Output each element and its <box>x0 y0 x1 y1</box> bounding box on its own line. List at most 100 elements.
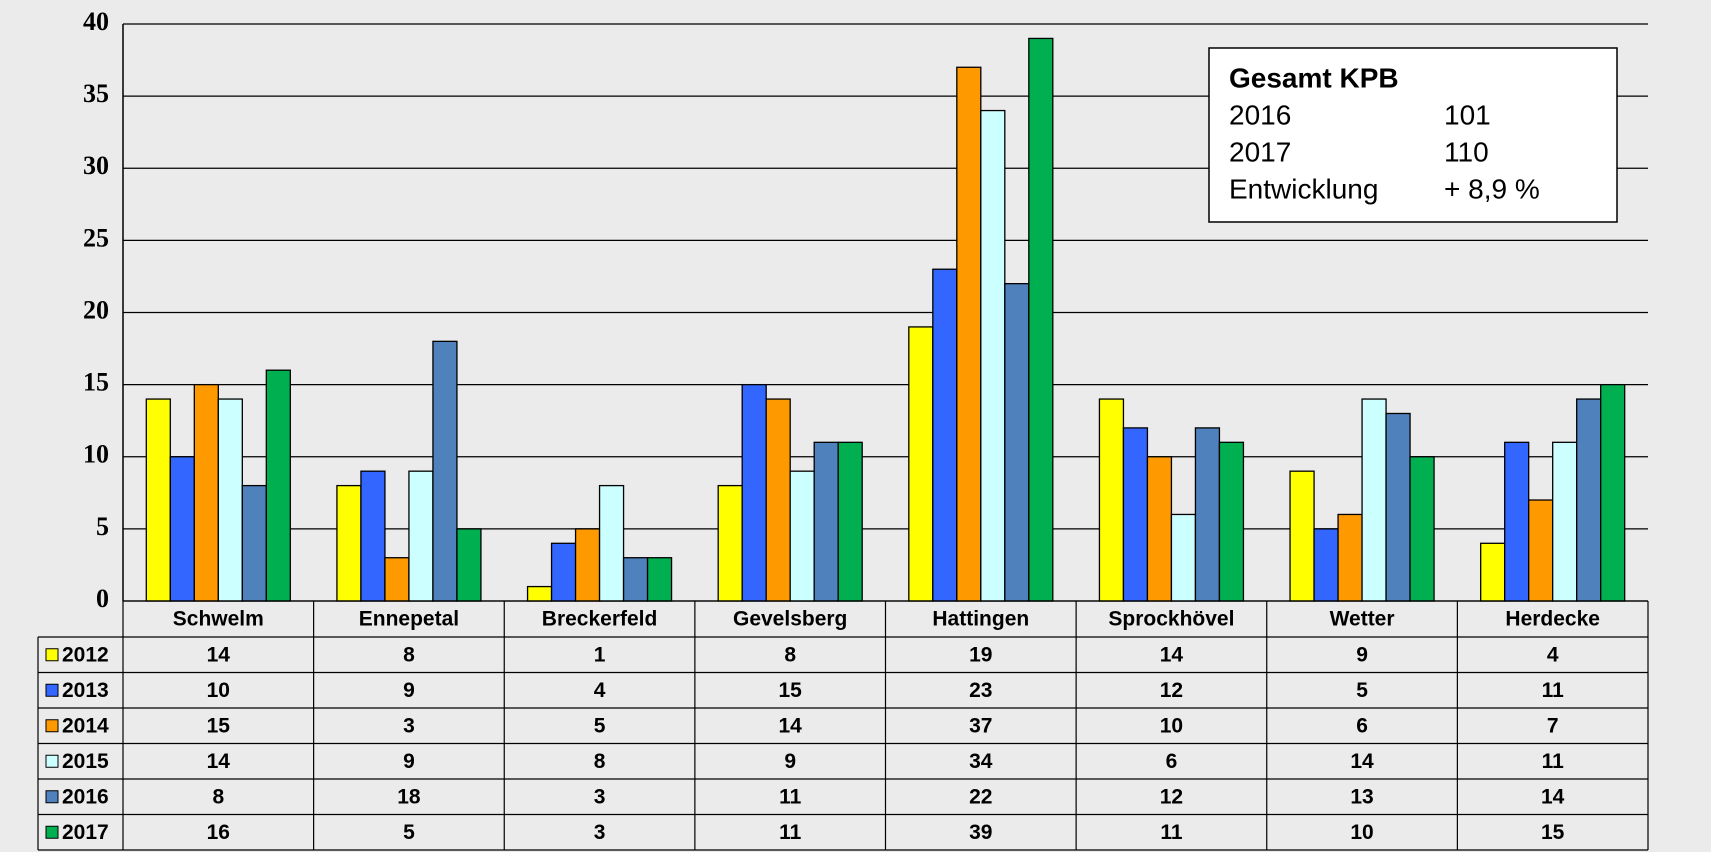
data-label: 12 <box>1160 785 1183 808</box>
bar <box>1552 441 1578 602</box>
data-label: 18 <box>397 785 421 808</box>
data-label: 7 <box>1547 714 1559 737</box>
bar <box>193 383 219 602</box>
summary-cell: 2016 <box>1229 99 1291 130</box>
bar <box>1504 441 1530 602</box>
bar <box>837 441 863 602</box>
data-label: 11 <box>779 821 802 844</box>
data-label: 6 <box>1356 714 1368 737</box>
bar <box>145 398 171 602</box>
data-label: 11 <box>779 785 802 808</box>
data-label: 10 <box>207 679 230 702</box>
data-label: 5 <box>594 714 606 737</box>
y-tick-label: 25 <box>83 223 109 252</box>
data-label: 4 <box>594 679 606 702</box>
bar <box>789 470 815 602</box>
legend-swatch <box>45 825 59 839</box>
bar <box>908 326 934 602</box>
bar <box>717 484 743 602</box>
data-label: 6 <box>1166 750 1178 773</box>
data-label: 34 <box>969 750 993 773</box>
bar <box>1194 427 1221 602</box>
data-label: 11 <box>1542 679 1565 702</box>
y-tick-label: 40 <box>83 7 109 36</box>
legend-label: 2013 <box>62 679 109 702</box>
bar <box>622 557 649 602</box>
data-label: 37 <box>969 714 992 737</box>
legend-swatch <box>45 648 59 662</box>
bar <box>1218 441 1245 602</box>
bar <box>574 528 601 602</box>
data-label: 10 <box>1350 821 1373 844</box>
bar <box>1600 383 1626 602</box>
data-label: 13 <box>1350 785 1373 808</box>
x-tick-label: Hattingen <box>932 608 1029 631</box>
data-label: 16 <box>207 821 230 844</box>
bar <box>1313 528 1339 602</box>
data-label: 3 <box>594 785 606 808</box>
summary-title: Gesamt KPB <box>1229 62 1399 93</box>
legend-swatch <box>45 719 59 733</box>
data-label: 8 <box>594 750 606 773</box>
bar <box>1170 513 1197 602</box>
bar <box>1409 456 1435 602</box>
data-label: 1 <box>594 643 606 666</box>
bar <box>813 441 839 602</box>
bar <box>1289 470 1315 602</box>
bar <box>360 470 386 602</box>
data-label: 15 <box>207 714 231 737</box>
bar <box>408 470 434 602</box>
data-label: 14 <box>1541 785 1565 808</box>
summary-cell: Entwicklung <box>1229 173 1378 204</box>
bar <box>598 484 625 602</box>
y-tick-label: 15 <box>83 368 109 397</box>
data-label: 9 <box>784 750 796 773</box>
y-tick-label: 10 <box>83 440 109 469</box>
bar <box>1122 427 1149 602</box>
legend-swatch <box>45 683 59 697</box>
data-label: 9 <box>1356 643 1368 666</box>
bar <box>1361 398 1387 602</box>
bar <box>217 398 243 602</box>
bar <box>1480 542 1506 602</box>
data-label: 4 <box>1547 643 1559 666</box>
data-label: 3 <box>594 821 606 844</box>
data-label: 15 <box>779 679 803 702</box>
data-label: 3 <box>403 714 415 737</box>
data-label: 23 <box>969 679 992 702</box>
data-label: 12 <box>1160 679 1183 702</box>
x-tick-label: Breckerfeld <box>542 608 658 631</box>
bar <box>1098 398 1125 602</box>
data-label: 22 <box>969 785 992 808</box>
legend-label: 2016 <box>62 785 109 808</box>
x-tick-label: Wetter <box>1330 608 1395 631</box>
summary-box <box>1208 47 1618 223</box>
data-label: 8 <box>784 643 796 666</box>
legend-swatch <box>45 790 59 804</box>
bar <box>980 109 1006 602</box>
x-tick-label: Gevelsberg <box>733 608 847 631</box>
bar <box>956 66 982 602</box>
bar <box>1528 499 1554 602</box>
summary-cell: 110 <box>1444 136 1489 167</box>
y-tick-label: 30 <box>83 151 109 180</box>
bar <box>336 484 362 602</box>
bar <box>1146 456 1173 602</box>
data-label: 14 <box>1160 643 1184 666</box>
bar <box>1385 412 1411 602</box>
x-tick-label: Sprockhövel <box>1108 608 1234 631</box>
y-tick-label: 0 <box>96 584 109 613</box>
x-tick-label: Herdecke <box>1505 608 1600 631</box>
bar <box>265 369 291 602</box>
x-tick-label: Ennepetal <box>359 608 459 631</box>
data-label: 19 <box>969 643 992 666</box>
data-label: 14 <box>779 714 803 737</box>
bar <box>456 528 482 602</box>
legend-label: 2012 <box>62 643 109 666</box>
data-label: 15 <box>1541 821 1565 844</box>
bar <box>169 456 195 602</box>
x-tick-label: Schwelm <box>173 608 264 631</box>
bar <box>526 585 553 602</box>
summary-cell: 101 <box>1444 99 1491 130</box>
